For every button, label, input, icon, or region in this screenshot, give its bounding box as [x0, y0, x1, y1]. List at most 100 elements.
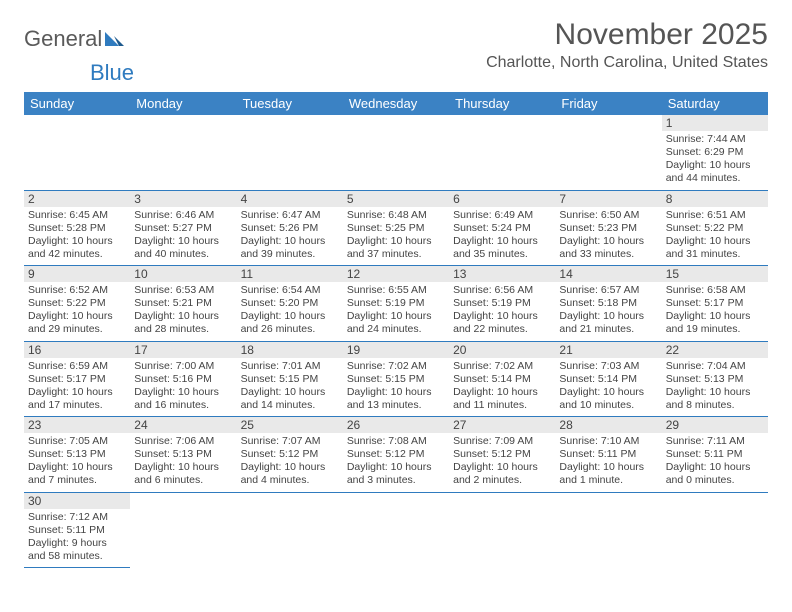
title-block: November 2025 Charlotte, North Carolina,…	[486, 18, 768, 72]
weekday-header: Tuesday	[237, 92, 343, 115]
day-number: 22	[662, 342, 768, 358]
day-info: Sunrise: 7:08 AMSunset: 5:12 PMDaylight:…	[343, 433, 449, 492]
day-number: 30	[24, 493, 130, 509]
calendar-cell	[662, 492, 768, 568]
day-info: Sunrise: 7:05 AMSunset: 5:13 PMDaylight:…	[24, 433, 130, 492]
calendar-cell: 3Sunrise: 6:46 AMSunset: 5:27 PMDaylight…	[130, 190, 236, 266]
calendar-cell: 15Sunrise: 6:58 AMSunset: 5:17 PMDayligh…	[662, 266, 768, 342]
day-info: Sunrise: 6:45 AMSunset: 5:28 PMDaylight:…	[24, 207, 130, 266]
calendar-cell: 20Sunrise: 7:02 AMSunset: 5:14 PMDayligh…	[449, 341, 555, 417]
calendar-cell	[555, 492, 661, 568]
sail-icon	[104, 29, 126, 49]
day-number: 19	[343, 342, 449, 358]
day-number: 26	[343, 417, 449, 433]
brand-logo: General	[24, 18, 126, 52]
day-info: Sunrise: 7:02 AMSunset: 5:15 PMDaylight:…	[343, 358, 449, 417]
day-info: Sunrise: 7:10 AMSunset: 5:11 PMDaylight:…	[555, 433, 661, 492]
day-info: Sunrise: 6:55 AMSunset: 5:19 PMDaylight:…	[343, 282, 449, 341]
day-info: Sunrise: 7:01 AMSunset: 5:15 PMDaylight:…	[237, 358, 343, 417]
calendar-cell: 21Sunrise: 7:03 AMSunset: 5:14 PMDayligh…	[555, 341, 661, 417]
calendar-cell	[449, 492, 555, 568]
calendar-cell	[449, 115, 555, 190]
day-number: 16	[24, 342, 130, 358]
calendar-cell: 30Sunrise: 7:12 AMSunset: 5:11 PMDayligh…	[24, 492, 130, 568]
day-number: 3	[130, 191, 236, 207]
calendar-cell: 5Sunrise: 6:48 AMSunset: 5:25 PMDaylight…	[343, 190, 449, 266]
day-number: 21	[555, 342, 661, 358]
month-title: November 2025	[486, 18, 768, 52]
calendar-cell: 11Sunrise: 6:54 AMSunset: 5:20 PMDayligh…	[237, 266, 343, 342]
day-number: 10	[130, 266, 236, 282]
calendar-cell: 27Sunrise: 7:09 AMSunset: 5:12 PMDayligh…	[449, 417, 555, 493]
day-info: Sunrise: 6:50 AMSunset: 5:23 PMDaylight:…	[555, 207, 661, 266]
weekday-header-row: SundayMondayTuesdayWednesdayThursdayFrid…	[24, 92, 768, 115]
day-info: Sunrise: 7:00 AMSunset: 5:16 PMDaylight:…	[130, 358, 236, 417]
day-number: 8	[662, 191, 768, 207]
day-number: 7	[555, 191, 661, 207]
calendar-cell: 16Sunrise: 6:59 AMSunset: 5:17 PMDayligh…	[24, 341, 130, 417]
day-number: 6	[449, 191, 555, 207]
day-info: Sunrise: 7:44 AMSunset: 6:29 PMDaylight:…	[662, 131, 768, 190]
calendar-cell	[237, 492, 343, 568]
calendar-row: 23Sunrise: 7:05 AMSunset: 5:13 PMDayligh…	[24, 417, 768, 493]
weekday-header: Monday	[130, 92, 236, 115]
day-number: 29	[662, 417, 768, 433]
calendar-cell	[343, 115, 449, 190]
calendar-cell: 1Sunrise: 7:44 AMSunset: 6:29 PMDaylight…	[662, 115, 768, 190]
day-number: 5	[343, 191, 449, 207]
calendar-cell: 26Sunrise: 7:08 AMSunset: 5:12 PMDayligh…	[343, 417, 449, 493]
calendar-cell: 12Sunrise: 6:55 AMSunset: 5:19 PMDayligh…	[343, 266, 449, 342]
day-info: Sunrise: 6:47 AMSunset: 5:26 PMDaylight:…	[237, 207, 343, 266]
day-number: 12	[343, 266, 449, 282]
day-number: 23	[24, 417, 130, 433]
day-info: Sunrise: 7:11 AMSunset: 5:11 PMDaylight:…	[662, 433, 768, 492]
day-info: Sunrise: 6:49 AMSunset: 5:24 PMDaylight:…	[449, 207, 555, 266]
day-number: 24	[130, 417, 236, 433]
calendar-cell	[237, 115, 343, 190]
day-number: 27	[449, 417, 555, 433]
day-number: 28	[555, 417, 661, 433]
day-info: Sunrise: 7:06 AMSunset: 5:13 PMDaylight:…	[130, 433, 236, 492]
day-info: Sunrise: 6:57 AMSunset: 5:18 PMDaylight:…	[555, 282, 661, 341]
calendar-cell: 8Sunrise: 6:51 AMSunset: 5:22 PMDaylight…	[662, 190, 768, 266]
calendar-row: 9Sunrise: 6:52 AMSunset: 5:22 PMDaylight…	[24, 266, 768, 342]
day-number: 17	[130, 342, 236, 358]
day-info: Sunrise: 7:03 AMSunset: 5:14 PMDaylight:…	[555, 358, 661, 417]
calendar-cell: 25Sunrise: 7:07 AMSunset: 5:12 PMDayligh…	[237, 417, 343, 493]
day-info: Sunrise: 6:56 AMSunset: 5:19 PMDaylight:…	[449, 282, 555, 341]
calendar-cell: 2Sunrise: 6:45 AMSunset: 5:28 PMDaylight…	[24, 190, 130, 266]
weekday-header: Sunday	[24, 92, 130, 115]
day-number: 11	[237, 266, 343, 282]
day-number: 9	[24, 266, 130, 282]
day-number: 1	[662, 115, 768, 131]
calendar-table: SundayMondayTuesdayWednesdayThursdayFrid…	[24, 92, 768, 568]
day-number: 15	[662, 266, 768, 282]
calendar-row: 16Sunrise: 6:59 AMSunset: 5:17 PMDayligh…	[24, 341, 768, 417]
calendar-cell: 22Sunrise: 7:04 AMSunset: 5:13 PMDayligh…	[662, 341, 768, 417]
day-number: 18	[237, 342, 343, 358]
day-info: Sunrise: 6:48 AMSunset: 5:25 PMDaylight:…	[343, 207, 449, 266]
day-info: Sunrise: 6:53 AMSunset: 5:21 PMDaylight:…	[130, 282, 236, 341]
weekday-header: Thursday	[449, 92, 555, 115]
day-number: 4	[237, 191, 343, 207]
calendar-row: 30Sunrise: 7:12 AMSunset: 5:11 PMDayligh…	[24, 492, 768, 568]
weekday-header: Friday	[555, 92, 661, 115]
day-info: Sunrise: 7:04 AMSunset: 5:13 PMDaylight:…	[662, 358, 768, 417]
calendar-row: 1Sunrise: 7:44 AMSunset: 6:29 PMDaylight…	[24, 115, 768, 190]
calendar-cell: 7Sunrise: 6:50 AMSunset: 5:23 PMDaylight…	[555, 190, 661, 266]
calendar-cell: 10Sunrise: 6:53 AMSunset: 5:21 PMDayligh…	[130, 266, 236, 342]
calendar-cell	[24, 115, 130, 190]
calendar-cell	[343, 492, 449, 568]
day-number: 20	[449, 342, 555, 358]
day-info: Sunrise: 7:12 AMSunset: 5:11 PMDaylight:…	[24, 509, 130, 568]
calendar-cell: 29Sunrise: 7:11 AMSunset: 5:11 PMDayligh…	[662, 417, 768, 493]
day-info: Sunrise: 7:02 AMSunset: 5:14 PMDaylight:…	[449, 358, 555, 417]
weekday-header: Wednesday	[343, 92, 449, 115]
day-info: Sunrise: 6:46 AMSunset: 5:27 PMDaylight:…	[130, 207, 236, 266]
calendar-cell: 18Sunrise: 7:01 AMSunset: 5:15 PMDayligh…	[237, 341, 343, 417]
day-info: Sunrise: 6:51 AMSunset: 5:22 PMDaylight:…	[662, 207, 768, 266]
day-number: 14	[555, 266, 661, 282]
calendar-body: 1Sunrise: 7:44 AMSunset: 6:29 PMDaylight…	[24, 115, 768, 568]
calendar-cell	[130, 492, 236, 568]
calendar-cell: 6Sunrise: 6:49 AMSunset: 5:24 PMDaylight…	[449, 190, 555, 266]
